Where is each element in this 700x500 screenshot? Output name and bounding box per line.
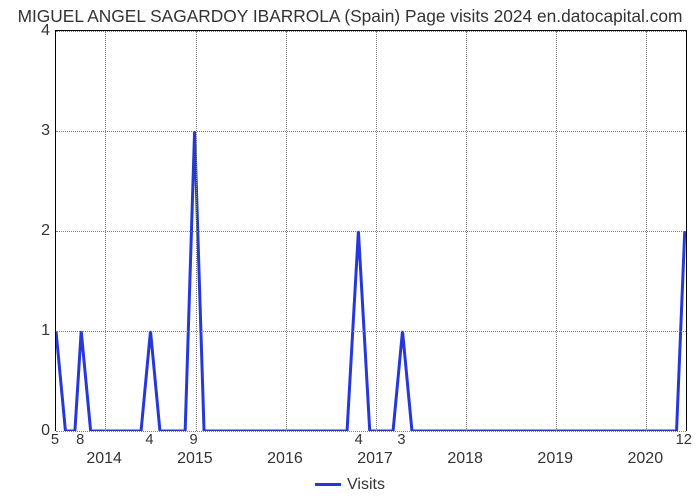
legend-swatch xyxy=(315,483,341,486)
legend: Visits xyxy=(0,476,700,494)
x-tick-minor-label: 3 xyxy=(397,432,405,448)
y-tick-label: 0 xyxy=(25,422,50,440)
y-tick-label: 4 xyxy=(25,22,50,40)
x-tick-minor-label: 9 xyxy=(190,432,198,448)
gridline-h xyxy=(56,31,686,32)
y-tick-label: 1 xyxy=(25,322,50,340)
x-tick-minor-label: 12 xyxy=(676,432,692,448)
y-tick-label: 3 xyxy=(25,122,50,140)
x-tick-minor-label: 5 xyxy=(51,432,59,448)
gridline-h xyxy=(56,331,686,332)
gridline-v xyxy=(286,31,287,431)
x-tick-year-label: 2018 xyxy=(447,450,483,468)
gridline-v xyxy=(105,31,106,431)
chart-title: MIGUEL ANGEL SAGARDOY IBARROLA (Spain) P… xyxy=(0,6,700,27)
x-tick-year-label: 2019 xyxy=(537,450,573,468)
gridline-h xyxy=(56,231,686,232)
gridline-v xyxy=(646,31,647,431)
x-tick-minor-label: 4 xyxy=(145,432,153,448)
gridline-v xyxy=(466,31,467,431)
x-tick-year-label: 2015 xyxy=(177,450,213,468)
gridline-v xyxy=(196,31,197,431)
gridline-h xyxy=(56,131,686,132)
x-tick-minor-label: 4 xyxy=(355,432,363,448)
x-tick-year-label: 2016 xyxy=(267,450,303,468)
x-tick-minor-label: 8 xyxy=(76,432,84,448)
x-tick-year-label: 2020 xyxy=(628,450,664,468)
x-tick-year-label: 2014 xyxy=(86,450,122,468)
legend-label: Visits xyxy=(347,476,385,493)
gridline-v xyxy=(556,31,557,431)
gridline-v xyxy=(376,31,377,431)
y-tick-label: 2 xyxy=(25,222,50,240)
plot-area xyxy=(55,30,687,431)
x-tick-year-label: 2017 xyxy=(357,450,393,468)
